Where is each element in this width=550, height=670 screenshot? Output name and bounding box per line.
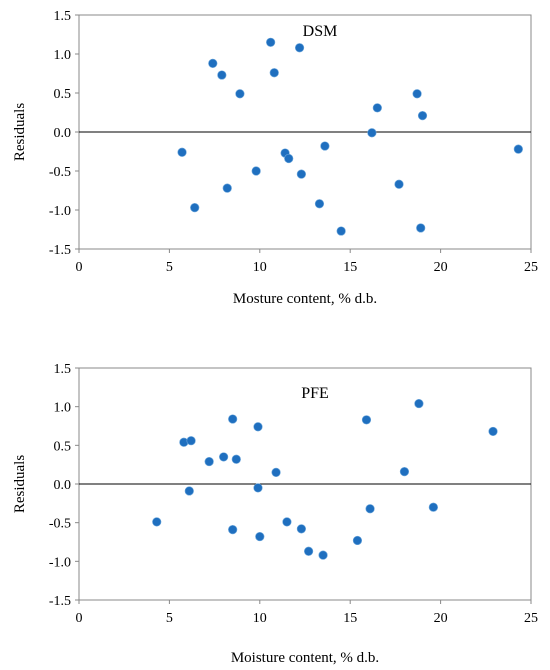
data-point — [186, 436, 196, 446]
x-axis-label: Mosture content, % d.b. — [233, 291, 377, 307]
data-point — [365, 504, 375, 514]
data-point — [394, 179, 404, 189]
data-point — [184, 486, 194, 496]
data-point — [361, 415, 372, 425]
data-point — [177, 147, 187, 157]
data-point — [266, 37, 276, 47]
y-tick-label: 0.0 — [54, 126, 72, 141]
x-tick-label: 25 — [524, 260, 538, 275]
x-tick-label: 5 — [166, 611, 173, 626]
data-point — [282, 517, 292, 527]
y-tick-label: -0.5 — [49, 517, 71, 532]
data-point — [336, 226, 346, 236]
y-tick-label: 0.5 — [54, 439, 72, 454]
y-tick-label: 0.0 — [54, 478, 72, 493]
data-point — [251, 166, 261, 176]
y-tick-label: -1.5 — [49, 594, 71, 609]
data-point — [412, 89, 422, 99]
y-tick-label: -1.0 — [49, 555, 71, 570]
data-point — [152, 517, 162, 527]
y-tick-label: -1.0 — [49, 204, 71, 219]
y-tick-label: 1.0 — [54, 48, 72, 63]
data-point — [284, 153, 294, 164]
data-point — [228, 525, 238, 535]
data-point — [231, 454, 241, 464]
data-point — [271, 467, 281, 477]
data-point — [228, 414, 238, 424]
data-point — [222, 183, 232, 193]
data-point — [428, 502, 438, 512]
series-annotation: PFE — [301, 385, 329, 402]
data-point — [318, 550, 328, 560]
x-axis-label: Moisture content, % d.b. — [231, 650, 379, 666]
y-axis-label: Residuals — [12, 455, 28, 513]
data-point — [417, 111, 428, 121]
data-point — [219, 452, 229, 462]
x-tick-label: 5 — [166, 260, 173, 275]
data-point — [235, 89, 245, 99]
x-tick-label: 15 — [343, 611, 357, 626]
x-tick-label: 20 — [434, 260, 448, 275]
x-tick-label: 20 — [434, 611, 448, 626]
data-point — [488, 426, 498, 437]
data-point — [204, 456, 214, 467]
data-point — [190, 203, 200, 213]
y-tick-label: 1.5 — [54, 9, 72, 24]
data-point — [253, 422, 263, 432]
x-tick-label: 10 — [253, 260, 267, 275]
data-point — [513, 144, 523, 154]
y-tick-label: 0.5 — [54, 87, 72, 102]
data-point — [208, 58, 218, 68]
data-point — [399, 467, 410, 477]
data-point — [294, 43, 305, 53]
data-point — [304, 546, 314, 556]
data-point — [296, 524, 306, 534]
pfe-residuals-chart: -1.5 -1.0 -0.5 0.0 0.5 1.0 1.5 0 5 10 15 20 25 Moistu… — [12, 362, 538, 666]
data-point — [314, 199, 325, 209]
y-tick-label: 1.5 — [54, 362, 72, 377]
data-point — [296, 169, 306, 179]
data-point — [414, 398, 424, 409]
data-point — [320, 141, 330, 151]
x-tick-label: 0 — [76, 260, 83, 275]
data-point — [217, 70, 227, 80]
x-tick-label: 25 — [524, 611, 538, 626]
y-axis-label: Residuals — [12, 103, 28, 161]
data-point — [253, 483, 263, 493]
x-tick-label: 15 — [343, 260, 357, 275]
series-annotation: DSM — [303, 23, 338, 40]
y-tick-label: 1.0 — [54, 401, 72, 416]
data-point — [372, 103, 382, 113]
x-tick-label: 0 — [76, 611, 83, 626]
data-point — [255, 531, 265, 542]
data-point — [352, 535, 363, 546]
data-point — [367, 128, 377, 138]
data-point — [269, 68, 279, 78]
dsm-residuals-chart: -1.5 -1.0 -0.5 0.0 0.5 1.0 1.5 0 5 10 15 20 25 Mostur… — [12, 9, 538, 307]
x-tick-label: 10 — [253, 611, 267, 626]
y-tick-label: -0.5 — [49, 165, 71, 180]
y-tick-label: -1.5 — [49, 243, 71, 258]
data-point — [416, 223, 426, 233]
